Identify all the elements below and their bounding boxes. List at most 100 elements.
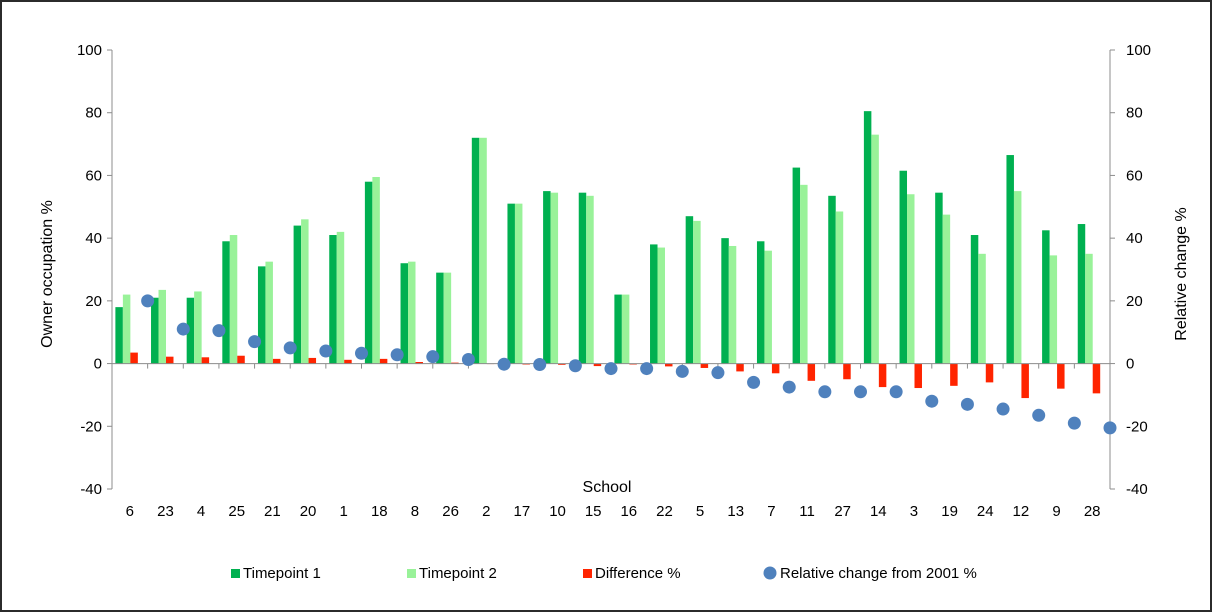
legend-marker-relative-change (763, 566, 777, 580)
bar-timepoint-1-16 (614, 294, 622, 364)
left-y-tick-label: 40 (85, 230, 102, 247)
bar-difference-25 (237, 355, 245, 364)
x-category-label-26: 26 (442, 503, 459, 520)
legend-label-timepoint-2: Timepoint 2 (419, 565, 497, 582)
x-category-label-27: 27 (834, 503, 851, 520)
bar-timepoint-1-22 (650, 244, 658, 364)
x-category-label-22: 22 (656, 503, 673, 520)
bar-timepoint-2-10 (550, 192, 559, 364)
bar-timepoint-2-15 (586, 195, 594, 364)
bar-timepoint-2-6 (122, 294, 131, 364)
x-category-label-20: 20 (300, 503, 317, 520)
legend: Timepoint 1 Timepoint 2 Difference % Rel… (231, 565, 977, 582)
bar-timepoint-1-7 (756, 241, 765, 364)
bar-timepoint-1-18 (364, 181, 373, 364)
point-relative-change-23 (176, 322, 190, 336)
left-y-tick-label: 80 (85, 105, 102, 122)
point-relative-change-9 (1067, 416, 1081, 430)
bar-difference-1 (344, 359, 352, 364)
bar-difference-10 (558, 363, 566, 365)
bar-difference-28 (1092, 363, 1101, 394)
point-relative-change-28 (1103, 421, 1117, 435)
right-y-tick-label: 20 (1126, 293, 1143, 310)
bar-timepoint-2-27 (835, 211, 844, 364)
point-relative-change-12 (1032, 408, 1046, 422)
bar-timepoint-2-7 (764, 250, 772, 364)
bar-timepoint-2-25 (229, 235, 238, 364)
bar-timepoint-2-1 (336, 231, 345, 364)
bar-difference-13 (736, 363, 744, 372)
x-category-label-23: 23 (157, 503, 174, 520)
bar-timepoint-1-9 (1042, 230, 1050, 364)
bar-timepoint-1-25 (222, 241, 230, 364)
bar-difference-20 (308, 357, 317, 364)
legend-label-timepoint-1: Timepoint 1 (243, 565, 321, 582)
bar-difference-18 (379, 358, 388, 364)
x-category-label-13: 13 (727, 503, 744, 520)
point-relative-change-14 (889, 385, 903, 399)
point-relative-change-24 (996, 402, 1010, 416)
bar-timepoint-2-9 (1049, 255, 1058, 364)
right-y-tick-label: 40 (1126, 230, 1143, 247)
x-category-label-1: 1 (340, 503, 348, 520)
right-y-tick-label: -40 (1126, 481, 1148, 498)
bar-timepoint-1-19 (935, 192, 943, 364)
left-y-tick-label: -40 (80, 481, 102, 498)
bar-timepoint-2-26 (443, 272, 452, 364)
x-category-label-8: 8 (411, 503, 419, 520)
right-y-tick-label: 100 (1126, 42, 1151, 59)
point-relative-change-19 (960, 397, 974, 411)
x-category-label-3: 3 (910, 503, 918, 520)
x-category-label-18: 18 (371, 503, 388, 520)
left-y-axis-title: Owner occupation % (39, 200, 56, 348)
legend-item-timepoint-1: Timepoint 1 (231, 565, 321, 582)
bar-timepoint-1-10 (543, 191, 551, 364)
bar-timepoint-1-28 (1077, 224, 1086, 364)
bar-timepoint-2-19 (942, 214, 951, 364)
x-category-label-25: 25 (228, 503, 245, 520)
bar-timepoint-2-22 (657, 247, 665, 364)
point-relative-change-20 (319, 344, 333, 358)
x-category-label-5: 5 (696, 503, 704, 520)
x-category-label-2: 2 (482, 503, 490, 520)
bar-timepoint-1-13 (721, 238, 729, 364)
right-y-tick-label: 0 (1126, 356, 1134, 373)
left-y-tick-label: 20 (85, 293, 102, 310)
legend-item-timepoint-2: Timepoint 2 (407, 565, 497, 582)
x-category-label-17: 17 (514, 503, 531, 520)
bar-timepoint-2-12 (1013, 191, 1022, 364)
point-relative-change-3 (925, 394, 939, 408)
bar-timepoint-2-24 (978, 253, 986, 364)
bar-timepoint-2-2 (479, 137, 487, 364)
left-y-tick-label: 0 (94, 356, 102, 373)
bar-difference-6 (130, 352, 138, 364)
bar-timepoint-1-17 (507, 203, 515, 364)
x-category-label-6: 6 (126, 503, 134, 520)
legend-label-difference: Difference % (595, 565, 681, 582)
bar-difference-15 (593, 363, 602, 367)
bar-timepoint-2-4 (194, 291, 202, 364)
bar-timepoint-1-8 (400, 263, 409, 364)
bar-timepoint-1-2 (471, 137, 480, 364)
point-relative-change-1 (355, 346, 368, 360)
bar-difference-27 (843, 363, 851, 380)
point-relative-change-21 (283, 341, 297, 355)
x-category-label-7: 7 (767, 503, 775, 520)
bar-difference-23 (165, 356, 174, 364)
bar-timepoint-2-14 (871, 134, 879, 364)
x-category-label-21: 21 (264, 503, 281, 520)
right-y-tick-label: -20 (1126, 418, 1148, 435)
legend-swatch-timepoint-1 (231, 569, 240, 578)
x-category-label-28: 28 (1084, 503, 1101, 520)
bar-timepoint-2-11 (800, 184, 808, 364)
x-category-label-14: 14 (870, 503, 887, 520)
bar-difference-14 (878, 363, 887, 388)
bar-timepoint-1-4 (186, 297, 195, 364)
right-y-ticks: -40 -20 0 20 40 60 80 100 (1110, 42, 1151, 498)
point-relative-change-13 (747, 375, 761, 389)
point-relative-change-15 (604, 362, 618, 376)
bar-timepoint-1-12 (1006, 155, 1014, 364)
x-category-label-16: 16 (620, 503, 637, 520)
bar-difference-8 (415, 362, 423, 364)
point-relative-change-7 (782, 380, 796, 394)
